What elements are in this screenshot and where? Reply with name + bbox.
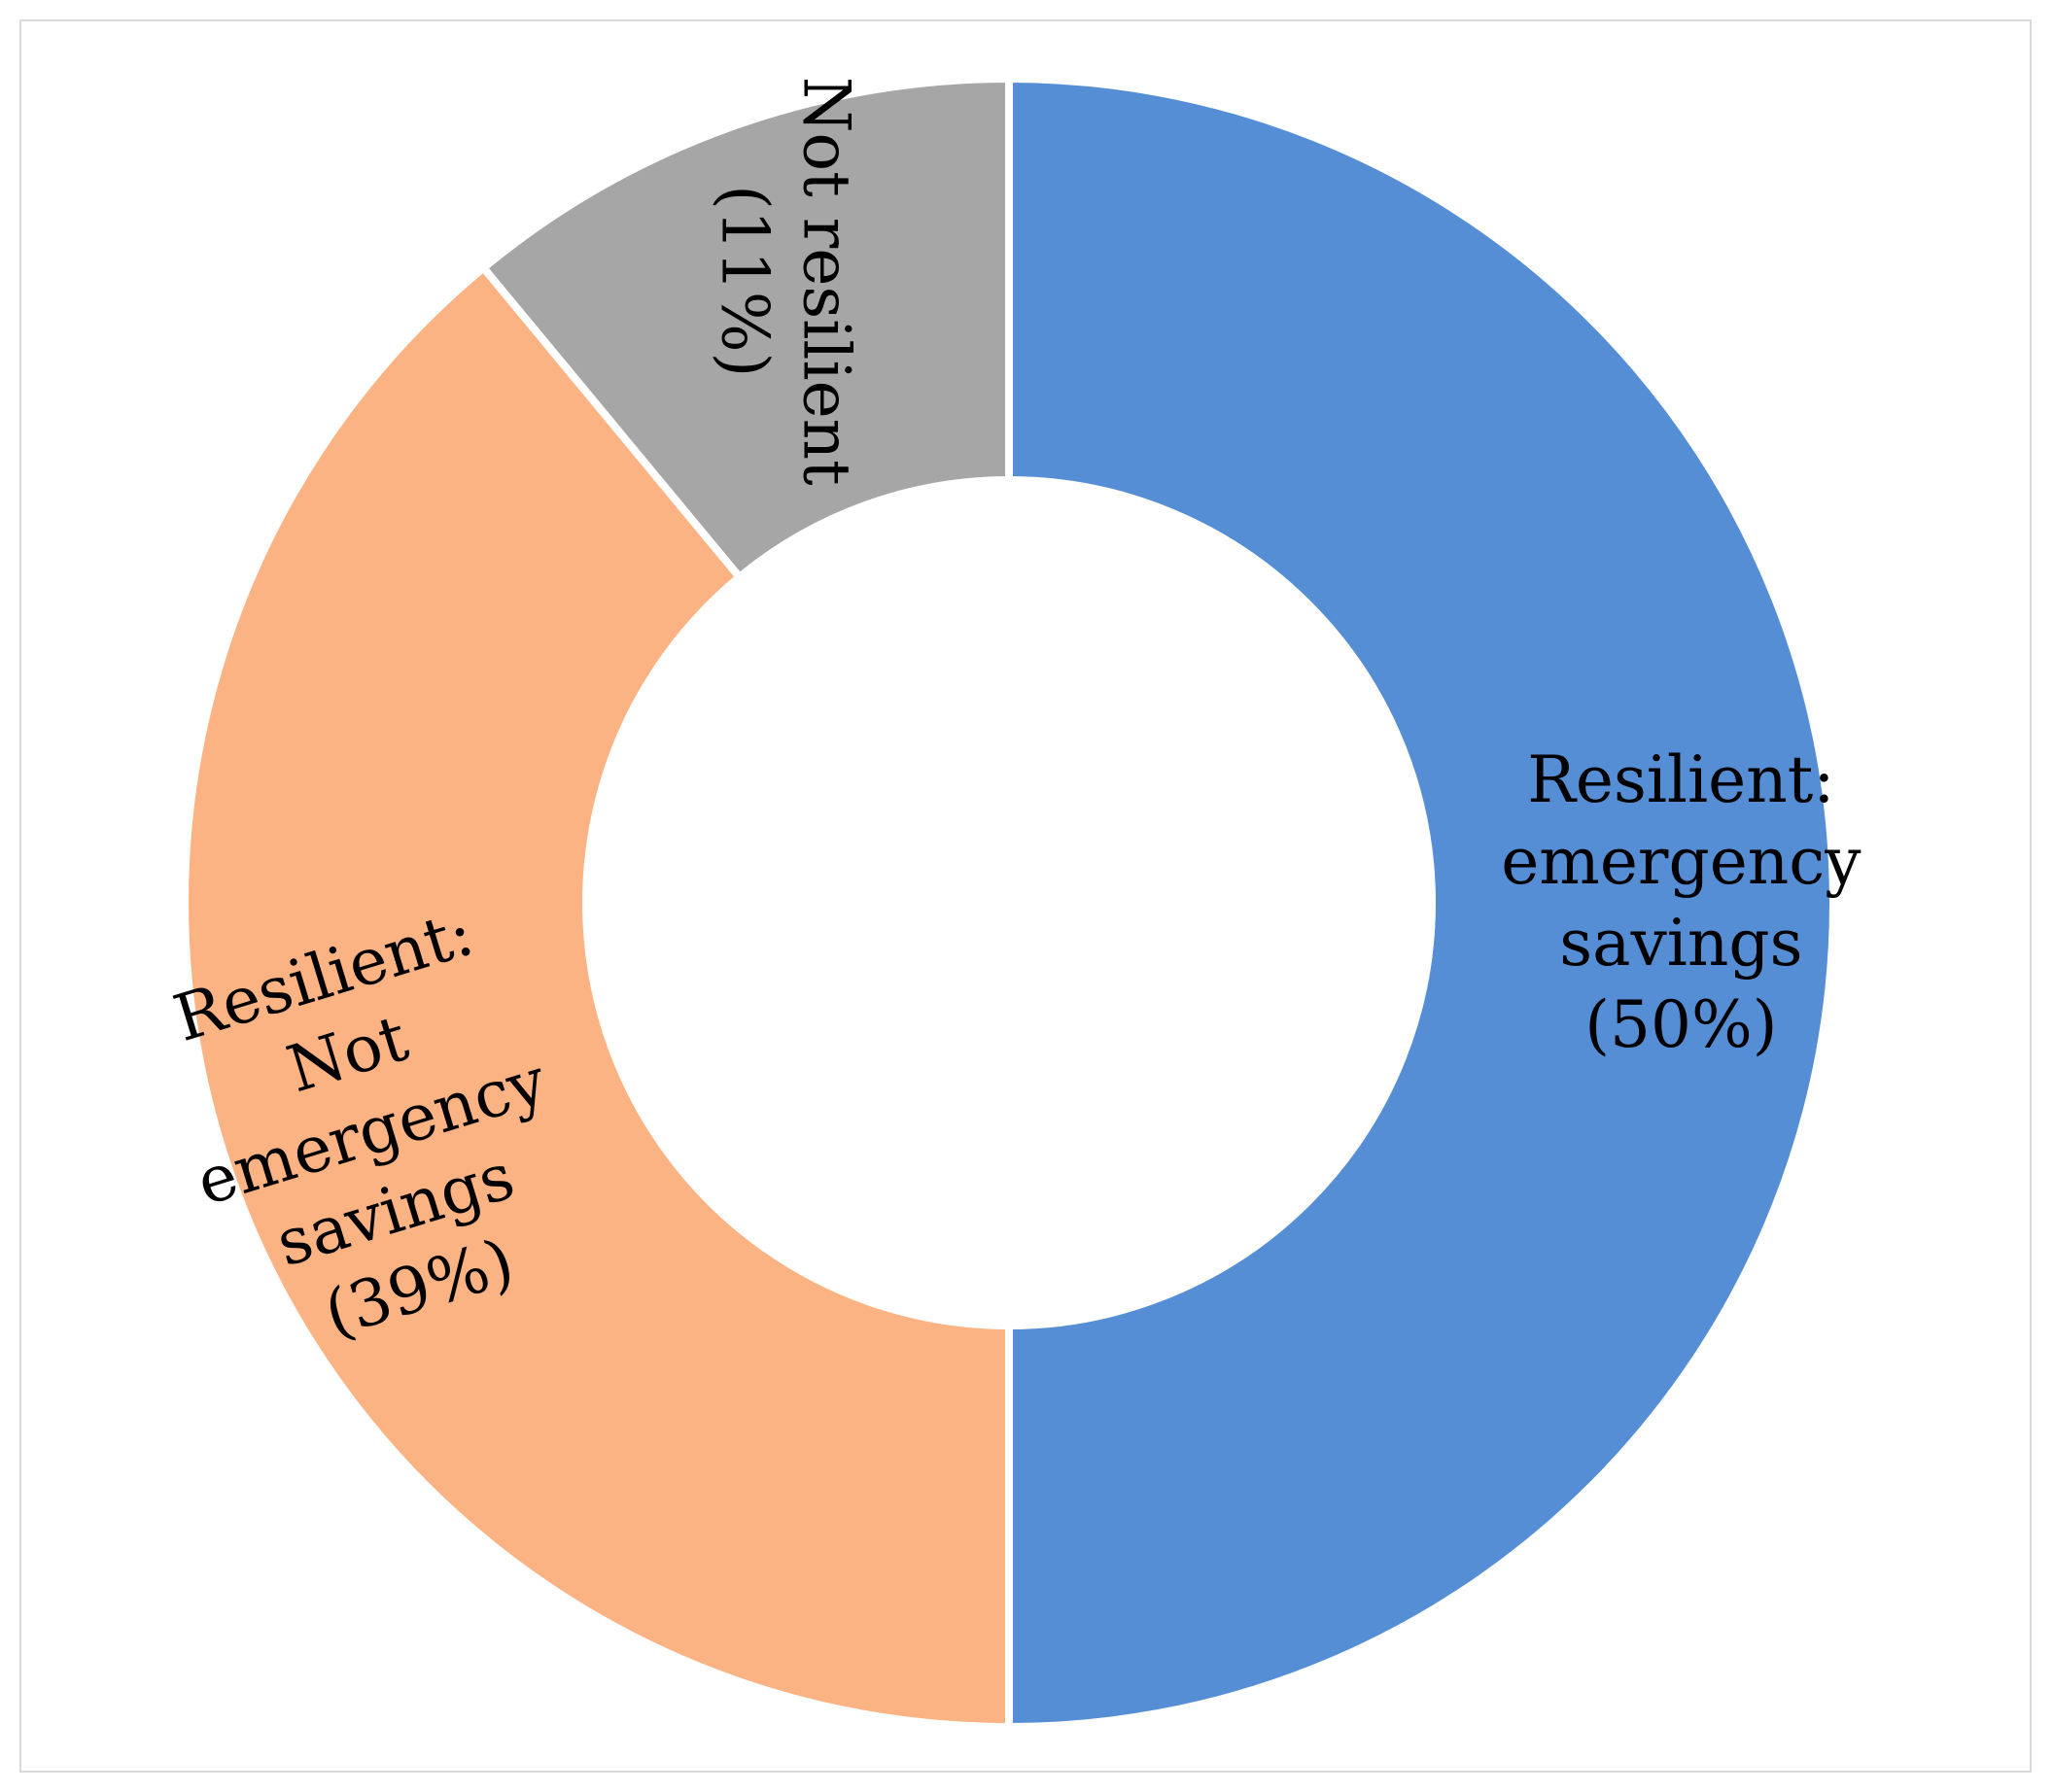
data-label-line: Resilient: — [1527, 742, 1834, 817]
slices — [181, 74, 1837, 1732]
data-label-3: Not resilient(11%) — [708, 77, 864, 486]
data-label-line: emergency — [1501, 824, 1862, 899]
data-label-line: (50%) — [1584, 987, 1777, 1062]
chart-frame: Resilient: emergency savings (50%) Resilient… — [19, 19, 2032, 1773]
donut-chart: Resilient: emergency savings (50%)Resilient… — [165, 74, 1862, 1732]
slice-2 — [181, 261, 1013, 1732]
slice-3 — [477, 74, 1013, 583]
data-label-line: savings — [1559, 906, 1802, 981]
data-label-1: Resilient: emergency savings (50%) — [1501, 742, 1862, 1062]
data-label-line: (11%) — [708, 185, 783, 377]
data-label-line: Not resilient — [789, 77, 864, 486]
slice-1 — [1005, 74, 1837, 1732]
